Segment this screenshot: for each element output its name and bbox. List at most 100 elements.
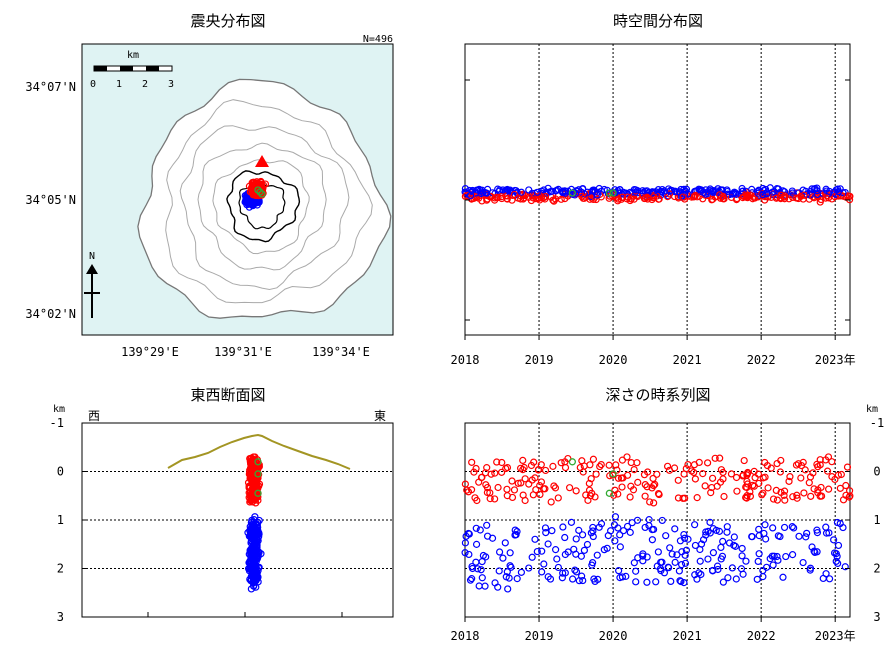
- dt-point: [701, 482, 709, 490]
- dt-point: [478, 574, 486, 582]
- dt-point: [825, 529, 833, 537]
- dt-point: [461, 539, 469, 547]
- spacetime-point: [813, 190, 822, 199]
- dt-point-recent: [568, 458, 577, 466]
- ew-y-unit: km: [53, 404, 65, 415]
- dt-point: [566, 484, 574, 492]
- spacetime-point: [544, 184, 552, 192]
- dt-point: [818, 492, 826, 500]
- dt-point: [541, 485, 549, 493]
- dt-point: [799, 558, 807, 567]
- dt-point: [589, 527, 597, 535]
- dt-point: [610, 491, 618, 499]
- dt-point: [468, 575, 476, 583]
- dt-point: [534, 465, 543, 474]
- dt-point: [511, 531, 519, 539]
- spacetime-point: [690, 193, 698, 201]
- dt-point: [691, 541, 700, 550]
- dt-point: [668, 550, 676, 558]
- dt-point: [733, 487, 741, 495]
- spacetime-x-tick-label: 2019: [525, 353, 554, 367]
- dt-point: [674, 494, 683, 502]
- dt-point: [684, 535, 692, 543]
- spacetime-point-recent: [568, 189, 577, 197]
- ew-point: [255, 480, 264, 488]
- dt-point: [616, 543, 624, 551]
- spacetime-point: [600, 185, 608, 194]
- dt-point: [750, 467, 758, 475]
- spacetime-x-ticks: 2018 2019 2020 2021 2022 2023年: [451, 79, 856, 367]
- dt-point: [699, 470, 707, 478]
- dt-point: [793, 491, 801, 499]
- dt-point: [547, 498, 555, 506]
- dt-point: [657, 558, 665, 566]
- spacetime-point-recent: [605, 189, 614, 197]
- dt-point: [648, 536, 656, 544]
- dt-point: [760, 529, 768, 538]
- dt-point: [541, 466, 550, 475]
- ew-y-ticks: -1 0 1 2 3: [50, 416, 87, 624]
- spacetime-point: [578, 192, 586, 201]
- spacetime-point: [813, 187, 821, 195]
- dt-point: [491, 469, 499, 477]
- dt-point: [709, 549, 717, 557]
- dt-point: [773, 552, 781, 561]
- dt-point: [476, 526, 484, 534]
- spacetime-point: [708, 195, 717, 203]
- dt-point: [552, 546, 560, 554]
- dt-point: [758, 491, 766, 499]
- dt-point: [709, 566, 717, 575]
- dt-point: [614, 490, 622, 498]
- dt-point: [680, 530, 688, 539]
- dt-point: [536, 490, 544, 499]
- dt-point: [724, 574, 732, 582]
- dt-point: [527, 461, 536, 470]
- dt-point: [825, 485, 833, 493]
- dt-y-tick-label: 1: [873, 513, 880, 527]
- dt-point: [600, 546, 608, 554]
- dt-point: [839, 523, 847, 532]
- lat-label-3: 34°02'N: [25, 307, 76, 321]
- dt-point: [590, 575, 598, 583]
- epicenter-point-recent: [258, 190, 266, 198]
- dt-point: [482, 553, 490, 561]
- dt-point: [540, 560, 548, 568]
- dt-point: [708, 474, 717, 482]
- dt-point: [611, 537, 619, 545]
- dt-point: [682, 546, 691, 554]
- dt-point: [780, 487, 789, 495]
- spacetime-point: [550, 197, 558, 205]
- dt-point: [748, 532, 756, 541]
- dt-point: [797, 474, 805, 482]
- dt-point: [643, 483, 651, 491]
- dt-point: [538, 547, 546, 555]
- dt-point: [759, 573, 767, 581]
- dt-point: [696, 545, 704, 554]
- ew-points: [244, 453, 265, 593]
- dt-point: [755, 550, 763, 558]
- dt-point: [743, 483, 751, 492]
- dt-point: [706, 518, 714, 526]
- spacetime-point: [572, 189, 580, 197]
- ew-grid: [82, 471, 393, 617]
- dt-point: [546, 575, 555, 583]
- dt-point: [671, 558, 679, 566]
- dt-point: [773, 496, 781, 504]
- dt-point: [591, 493, 599, 501]
- dt-point: [525, 564, 533, 572]
- dt-point: [580, 546, 588, 554]
- dt-point: [810, 485, 818, 493]
- spacetime-point: [525, 186, 533, 194]
- spacetime-point: [738, 184, 746, 193]
- spacetime-point: [605, 194, 613, 202]
- dt-point: [699, 536, 708, 544]
- spacetime-point: [495, 186, 504, 194]
- dt-point: [494, 583, 502, 591]
- dt-point: [629, 486, 638, 494]
- spacetime-point: [473, 193, 481, 201]
- dt-point: [519, 491, 527, 499]
- scale-tick-0: 0: [90, 79, 96, 90]
- ew-topography-line: [167, 433, 351, 470]
- dt-point: [623, 471, 632, 479]
- spacetime-point: [632, 188, 640, 196]
